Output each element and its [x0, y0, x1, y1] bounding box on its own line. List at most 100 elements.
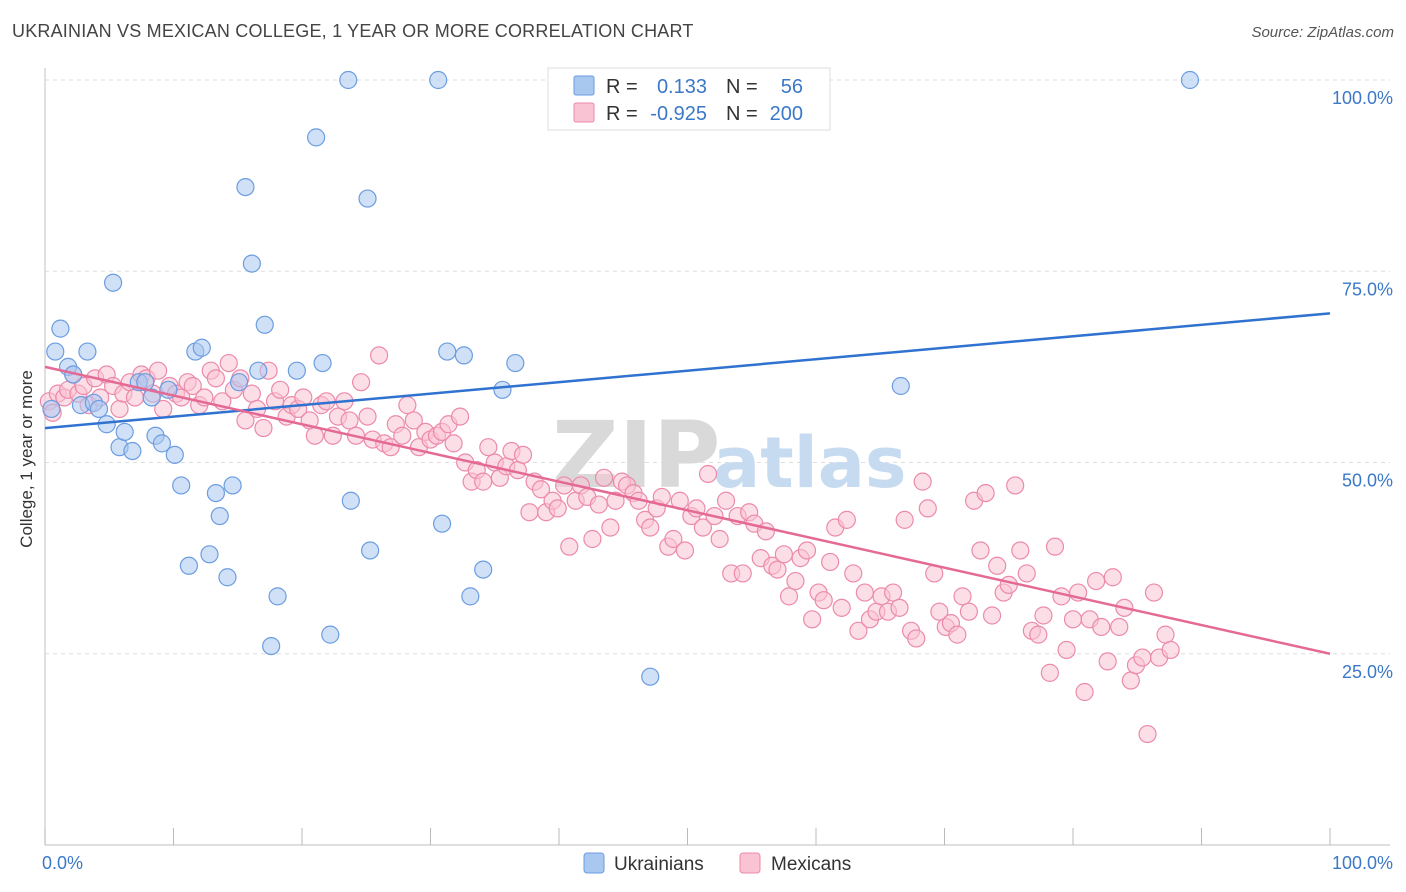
- data-point-mexicans: [398, 396, 417, 415]
- data-point-mexicans: [913, 472, 932, 491]
- bottom-legend-swatch-ukrainians: [583, 852, 605, 874]
- data-point-mexicans: [774, 545, 793, 564]
- data-point-mexicans: [474, 472, 493, 491]
- data-point-ukrainians: [89, 399, 109, 419]
- data-point-ukrainians: [51, 319, 70, 338]
- data-point-mexicans: [444, 434, 463, 453]
- data-point-mexicans: [1144, 583, 1164, 602]
- legend-n-label-mexicans: N =: [726, 103, 758, 125]
- data-point-mexicans: [814, 591, 833, 610]
- data-point-mexicans: [844, 564, 863, 583]
- data-point-mexicans: [352, 373, 371, 392]
- data-point-mexicans: [883, 583, 903, 602]
- data-point-ukrainians: [46, 342, 65, 361]
- data-point-mexicans: [733, 564, 752, 583]
- data-point-mexicans: [1161, 640, 1180, 660]
- data-point-mexicans: [271, 380, 290, 399]
- data-point-mexicans: [855, 583, 874, 602]
- legend-r-value-ukrainians: 0.133: [657, 76, 707, 98]
- data-point-mexicans: [589, 495, 608, 514]
- data-point-mexicans: [219, 353, 238, 373]
- data-point-mexicans: [1133, 648, 1152, 667]
- data-point-mexicans: [779, 587, 799, 606]
- data-point-ukrainians: [218, 568, 237, 587]
- x-tick-label-end: 100.0%: [1332, 853, 1393, 873]
- trend-line-mexicans: [44, 365, 1331, 655]
- bottom-legend-swatch-mexicans: [739, 852, 761, 874]
- data-point-mexicans: [340, 411, 359, 430]
- y-tick-label: 100.0%: [1332, 88, 1393, 108]
- top-legend: R = 0.133 N = 56 R = -0.925 N = 200: [547, 67, 831, 131]
- data-point-ukrainians: [210, 506, 229, 526]
- data-point-ukrainians: [229, 373, 249, 392]
- x-tick-label-start: 0.0%: [42, 853, 83, 873]
- data-point-ukrainians: [891, 376, 910, 396]
- data-point-mexicans: [1075, 682, 1094, 702]
- data-point-mexicans: [959, 602, 979, 621]
- data-point-mexicans: [1029, 625, 1048, 644]
- data-point-mexicans: [664, 529, 683, 549]
- data-point-ukrainians: [165, 445, 184, 464]
- data-point-mexicans: [110, 399, 129, 419]
- data-point-ukrainians: [242, 254, 261, 273]
- chart-title: UKRAINIAN VS MEXICAN COLLEGE, 1 YEAR OR …: [12, 21, 694, 41]
- data-point-mexicans: [641, 518, 660, 537]
- data-point-ukrainians: [236, 178, 255, 197]
- data-point-mexicans: [513, 445, 533, 464]
- data-point-ukrainians: [493, 380, 512, 399]
- x-tick-marks: [44, 828, 1331, 845]
- data-point-mexicans: [988, 556, 1007, 575]
- data-point-mexicans: [918, 499, 937, 518]
- data-point-mexicans: [254, 418, 273, 438]
- data-point-mexicans: [768, 560, 787, 579]
- data-point-mexicans: [606, 491, 625, 510]
- data-point-mexicans: [370, 346, 389, 365]
- trend-line-ukrainians: [44, 312, 1331, 430]
- data-point-mexicans: [520, 503, 539, 522]
- data-point-mexicans: [148, 361, 168, 380]
- bottom-legend-label-ukrainians: Ukrainians: [614, 854, 704, 875]
- data-point-mexicans: [555, 476, 574, 495]
- data-point-ukrainians: [474, 560, 493, 579]
- data-point-mexicans: [583, 529, 602, 549]
- data-point-mexicans: [548, 499, 567, 518]
- data-point-mexicans: [971, 541, 990, 560]
- legend-r-value-mexicans: -0.925: [650, 103, 707, 125]
- data-point-mexicans: [206, 369, 226, 388]
- data-point-mexicans: [948, 625, 967, 644]
- data-point-mexicans: [1045, 537, 1065, 556]
- data-point-ukrainians: [287, 361, 306, 380]
- data-point-ukrainians: [115, 422, 134, 441]
- data-point-ukrainians: [361, 541, 380, 560]
- data-point-mexicans: [358, 407, 377, 426]
- data-point-ukrainians: [268, 587, 287, 606]
- y-axis-label: College, 1 year or more: [17, 370, 36, 548]
- data-point-ukrainians: [200, 545, 219, 564]
- data-point-mexicans: [560, 537, 579, 556]
- data-point-mexicans: [1098, 652, 1117, 671]
- data-point-mexicans: [305, 426, 324, 445]
- watermark-atlas: atlas: [713, 422, 907, 504]
- data-point-mexicans: [837, 510, 856, 529]
- data-point-ukrainians: [249, 361, 268, 380]
- legend-swatch-ukrainians: [573, 75, 595, 96]
- data-point-mexicans: [1087, 571, 1106, 591]
- data-point-mexicans: [832, 598, 851, 617]
- data-point-mexicans: [907, 629, 926, 648]
- data-point-mexicans: [890, 598, 909, 617]
- data-point-ukrainians: [438, 342, 457, 361]
- data-point-mexicans: [999, 575, 1018, 595]
- bottom-legend: Ukrainians Mexicans: [583, 852, 851, 875]
- data-point-mexicans: [797, 541, 817, 560]
- legend-box: [547, 67, 831, 131]
- data-point-ukrainians: [262, 636, 281, 656]
- legend-n-value-mexicans: 200: [770, 103, 803, 125]
- legend-r-label-ukrainians: R =: [606, 76, 638, 98]
- data-point-ukrainians: [641, 667, 660, 686]
- data-point-ukrainians: [432, 514, 452, 533]
- data-point-mexicans: [125, 388, 145, 407]
- data-point-mexicans: [821, 552, 840, 572]
- data-point-mexicans: [1063, 610, 1083, 629]
- legend-n-label-ukrainians: N =: [726, 76, 758, 98]
- data-point-mexicans: [1034, 606, 1053, 625]
